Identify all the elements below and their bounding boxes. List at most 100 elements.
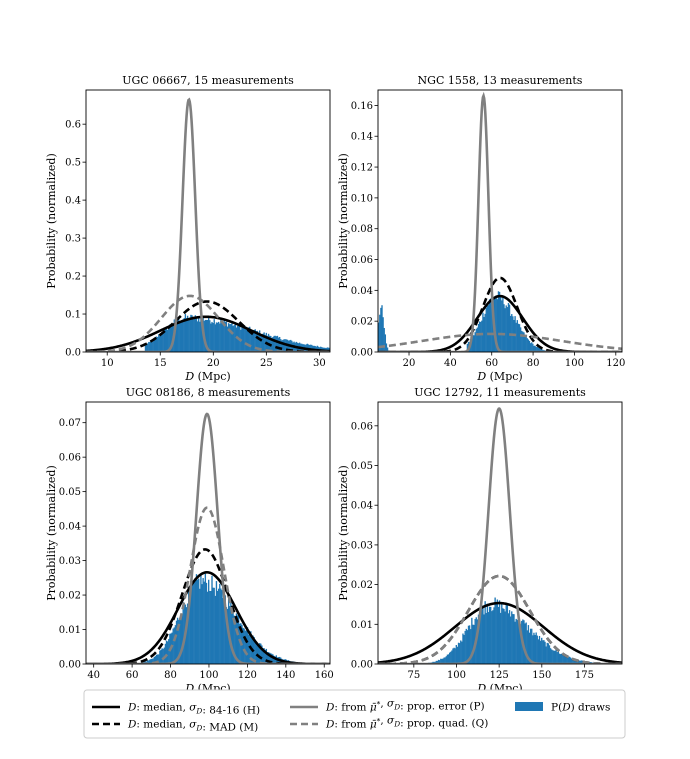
curve-P — [86, 412, 330, 664]
hist-bar — [506, 307, 509, 352]
hist-bar — [483, 316, 485, 352]
y-tick-label: 0.02 — [351, 580, 373, 591]
plot-area — [378, 407, 622, 664]
hist-bar — [496, 299, 499, 352]
hist-bar — [532, 343, 534, 352]
plot-area — [378, 91, 622, 352]
hist-bar — [470, 629, 472, 664]
hist-bar — [578, 660, 581, 664]
hist-bar — [166, 641, 169, 664]
hist-bar — [482, 607, 484, 664]
hist-bar — [472, 335, 474, 352]
hist-bar — [260, 643, 262, 664]
y-tick-label: 0.6 — [65, 120, 81, 131]
hist-bar — [148, 660, 150, 664]
hist-bar — [209, 320, 211, 352]
y-tick-label: 0.07 — [59, 418, 81, 429]
hist-bar — [483, 614, 485, 664]
hist-bar — [535, 632, 537, 664]
hist-bar — [544, 641, 546, 664]
hist-bar — [180, 617, 182, 664]
hist-bar — [225, 607, 228, 664]
y-tick-label: 0.02 — [59, 591, 81, 602]
hist-bar — [378, 322, 380, 352]
hist-bar — [234, 322, 236, 352]
hist-bar — [380, 307, 382, 352]
hist-bar — [208, 316, 210, 352]
hist-bar — [214, 324, 217, 352]
hist-bar — [189, 318, 191, 352]
hist-bar — [504, 611, 506, 664]
y-tick-label: 0.05 — [351, 461, 373, 472]
hist-bar — [564, 655, 566, 664]
hist-bar — [150, 659, 152, 664]
hist-bar — [220, 588, 222, 664]
hist-bar — [165, 326, 168, 352]
hist-bar — [160, 649, 162, 664]
subplot-4: 75 100 125 150 175 0.00 0.01 0.02 0.03 0.04 0.05 0.… — [337, 386, 623, 695]
hist-bar — [155, 654, 158, 664]
hist-bar — [551, 649, 553, 664]
hist-bar — [188, 586, 190, 664]
hist-bar — [273, 335, 275, 352]
y-axis-label: Probability (normalized) — [337, 465, 350, 601]
y-tick-label: 0.00 — [351, 660, 373, 671]
hist-bar — [221, 322, 223, 352]
y-tick-label: 0.12 — [351, 163, 373, 174]
curve-H — [86, 315, 330, 352]
hist-bar — [382, 317, 384, 352]
hist-bar — [202, 578, 204, 664]
hist-bar — [185, 607, 188, 664]
hist-bar — [150, 341, 152, 352]
hist-bar — [498, 600, 501, 664]
x-tick-label: 10 — [101, 358, 114, 369]
hist-bar — [283, 339, 285, 352]
hist-bar — [480, 321, 482, 352]
hist-bar — [541, 637, 543, 664]
hist-bar — [447, 654, 450, 664]
hist-bar — [445, 656, 448, 664]
hist-bar — [515, 322, 517, 352]
hist-bar — [161, 648, 163, 664]
hist-bar — [521, 330, 523, 352]
hist-bar — [574, 658, 576, 664]
hist-bar — [224, 595, 226, 664]
hist-bar — [200, 575, 202, 664]
hist-bar — [175, 620, 178, 664]
hist-bar — [225, 321, 228, 352]
hist-bar — [190, 314, 192, 352]
hist-bar — [481, 320, 483, 352]
hist-bar — [191, 315, 193, 352]
hist-bar — [169, 324, 171, 352]
hist-bar — [233, 325, 235, 352]
hist-bar — [465, 628, 467, 664]
x-tick-label: 80 — [527, 358, 540, 369]
x-tick-label: 20 — [403, 358, 416, 369]
hist-bar — [460, 640, 462, 664]
hist-bar — [568, 656, 571, 664]
hist-bar — [275, 336, 278, 352]
hist-bar — [480, 609, 482, 664]
hist-bar — [386, 347, 389, 352]
y-tick-label: 0.04 — [351, 501, 373, 512]
hist-bar — [443, 657, 445, 664]
x-tick-label: 25 — [260, 358, 273, 369]
hist-bar — [523, 620, 525, 664]
x-tick-label: 120 — [606, 358, 625, 369]
hist-bar — [561, 653, 563, 664]
hist-bar — [147, 660, 149, 664]
hist-bar — [257, 644, 260, 664]
hist-bar — [276, 335, 279, 352]
hist-bar — [269, 652, 271, 664]
hist-bar — [244, 630, 246, 664]
y-tick-label: 0.4 — [65, 196, 81, 207]
hist-bar — [235, 327, 238, 352]
hist-bar — [464, 630, 466, 664]
hist-bar — [151, 341, 153, 352]
hist-bar — [495, 603, 497, 664]
hist-bar — [467, 625, 470, 664]
hist-bar — [149, 659, 151, 664]
hist-bar — [437, 659, 440, 664]
hist-bar — [536, 346, 538, 352]
